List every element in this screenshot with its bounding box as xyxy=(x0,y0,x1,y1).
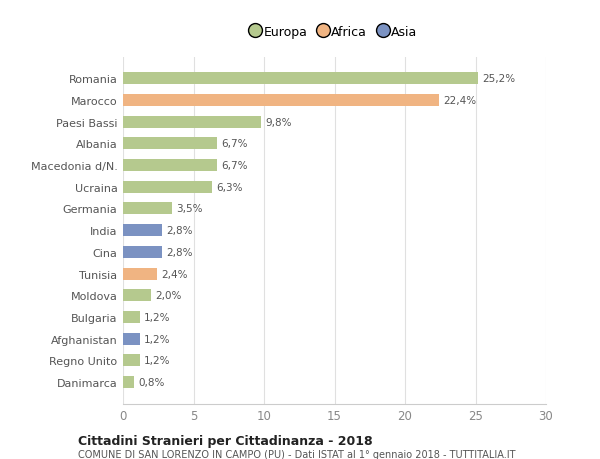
Bar xyxy=(123,225,163,236)
Bar xyxy=(123,160,217,172)
Bar xyxy=(123,333,140,345)
Bar xyxy=(123,95,439,106)
Text: 1,2%: 1,2% xyxy=(144,334,170,344)
Text: 2,0%: 2,0% xyxy=(155,291,182,301)
Bar xyxy=(123,355,140,367)
Text: 6,7%: 6,7% xyxy=(222,139,248,149)
Text: 6,3%: 6,3% xyxy=(216,182,242,192)
Bar xyxy=(123,73,478,85)
Bar xyxy=(123,290,151,302)
Text: 3,5%: 3,5% xyxy=(176,204,203,214)
Legend: Europa, Africa, Asia: Europa, Africa, Asia xyxy=(248,22,421,43)
Bar xyxy=(123,246,163,258)
Text: Cittadini Stranieri per Cittadinanza - 2018: Cittadini Stranieri per Cittadinanza - 2… xyxy=(78,434,373,447)
Text: 22,4%: 22,4% xyxy=(443,96,476,106)
Text: 2,8%: 2,8% xyxy=(167,226,193,235)
Text: 25,2%: 25,2% xyxy=(482,74,515,84)
Bar xyxy=(123,138,217,150)
Text: 1,2%: 1,2% xyxy=(144,312,170,322)
Text: 2,4%: 2,4% xyxy=(161,269,188,279)
Text: 0,8%: 0,8% xyxy=(139,377,165,387)
Text: 1,2%: 1,2% xyxy=(144,356,170,365)
Text: 9,8%: 9,8% xyxy=(265,118,292,128)
Bar xyxy=(123,268,157,280)
Text: 2,8%: 2,8% xyxy=(167,247,193,257)
Bar xyxy=(123,311,140,323)
Bar xyxy=(123,376,134,388)
Text: COMUNE DI SAN LORENZO IN CAMPO (PU) - Dati ISTAT al 1° gennaio 2018 - TUTTITALIA: COMUNE DI SAN LORENZO IN CAMPO (PU) - Da… xyxy=(78,449,515,459)
Bar xyxy=(123,117,261,129)
Text: 6,7%: 6,7% xyxy=(222,161,248,171)
Bar xyxy=(123,203,172,215)
Bar xyxy=(123,181,212,193)
